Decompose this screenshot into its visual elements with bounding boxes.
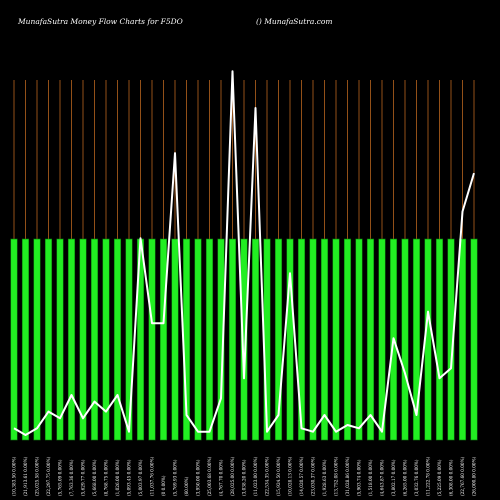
x-tick-label: (8,768.75 0.00%)	[104, 459, 109, 496]
money-flow-bar	[412, 238, 421, 441]
x-tick-label: (28,025.00 0.00%)	[230, 456, 235, 496]
x-tick-label: (22,534.35 0.00%)	[265, 456, 270, 496]
money-flow-bar	[343, 238, 352, 441]
money-flow-bar	[228, 238, 237, 441]
x-tick-label: (11,037.76 0.00%)	[150, 456, 155, 496]
x-tick-label: (15,924.50 0.00%)	[276, 456, 281, 496]
money-flow-bar	[320, 238, 329, 441]
x-tick-label: (6,265.00 0.00%)	[403, 459, 408, 496]
money-flow-line-path	[13, 70, 475, 436]
money-flow-bar	[355, 238, 363, 441]
money-flow-bar	[44, 238, 53, 441]
money-flow-bar	[102, 238, 110, 441]
money-flow-bar	[194, 238, 202, 441]
money-flow-bar	[113, 238, 122, 441]
x-tick-label: (25,003.68 0.00%)	[207, 456, 212, 496]
money-flow-bar	[309, 238, 317, 441]
x-tick-label: (6,308.00 0.00%)	[449, 459, 454, 496]
money-flow-bar	[90, 238, 99, 441]
x-tick-label: (23,030.37 0.00%)	[311, 456, 316, 496]
x-tick-label: (3,802.17 0.00%)	[391, 459, 396, 496]
x-tick-label: (1,026.00 0.00%)	[115, 459, 120, 496]
money-flow-bar	[401, 238, 409, 441]
x-tick-label: (5,093.45 0.00%)	[127, 459, 132, 496]
money-flow-bar	[470, 238, 478, 441]
x-tick-label: (26,000.80 0.00%)	[472, 456, 477, 496]
x-tick-label: (3,032.76 0.00%)	[414, 459, 419, 496]
money-flow-bar	[148, 238, 156, 441]
money-flow-bar	[297, 238, 306, 441]
money-flow-bar	[217, 238, 225, 441]
x-tick-label: (1,928.63 0.00%)	[322, 459, 327, 496]
money-flow-bar	[67, 238, 76, 441]
money-flow-bar	[171, 238, 179, 441]
money-flow-bar	[79, 238, 87, 441]
money-flow-bar	[205, 238, 214, 441]
money-flow-bar	[447, 238, 455, 441]
x-tick-label: (10,028.13 0.00%)	[288, 456, 293, 496]
money-flow-bars	[10, 238, 478, 441]
x-tick-label: (22,297.75 0.00%)	[46, 456, 51, 496]
x-tick-label: (7,763.36 0.00%)	[69, 459, 74, 496]
money-flow-bar	[458, 238, 467, 441]
x-tick-label: (25,025.58 0.00%)	[35, 456, 40, 496]
x-tick-label: (5,769.93 0.00%)	[173, 459, 178, 496]
money-flow-bar	[378, 238, 386, 441]
x-tick-label: (0 0.00%)	[161, 475, 166, 496]
x-tick-label: (5,225.09 0.00%)	[437, 459, 442, 496]
money-flow-bar	[366, 238, 375, 441]
x-tick-label: (22,767.60 0.00%)	[460, 456, 465, 496]
x-tick-label: (5,765.09 0.00%)	[58, 459, 63, 496]
money-flow-line	[13, 70, 475, 436]
x-tick-label: (4,767.70 0.00%)	[219, 459, 224, 496]
money-flow-bar	[33, 238, 41, 441]
vertical-grid-lines	[13, 80, 475, 239]
money-flow-bar	[286, 238, 294, 441]
money-flow-bar	[332, 238, 340, 441]
x-tick-label: (14,020.57 0.00%)	[299, 456, 304, 496]
money-flow-bar	[10, 238, 18, 441]
money-flow-bar	[251, 238, 260, 441]
x-tick-label: (5,903.74 0.00%)	[357, 459, 362, 496]
money-flow-bar	[159, 238, 168, 441]
chart-title: MunafaSutra Money Flow Charts for F5DO	[17, 17, 183, 26]
x-tick-label: (5,668.00 0.00%)	[92, 459, 97, 496]
money-flow-bar	[21, 238, 30, 441]
x-tick-label: (1,518.00 0.00%)	[368, 459, 373, 496]
money-flow-bar	[274, 238, 283, 441]
money-flow-bar	[56, 238, 64, 441]
watermark-text: () MunafaSutra.com	[256, 17, 333, 26]
money-flow-bar	[435, 238, 444, 441]
x-tick-label: (4,643.87 0.00%)	[380, 459, 385, 496]
x-tick-label: (5,003.97 0.00%)	[138, 459, 143, 496]
x-tick-label: (11,023.00 0.00%)	[253, 456, 258, 496]
x-tick-label: (11,222.78 0.00%)	[426, 456, 431, 496]
x-tick-label: (60.00%)	[184, 476, 189, 496]
money-flow-bar	[240, 238, 248, 441]
x-tick-label: (13,752.08 0.00%)	[334, 456, 339, 496]
x-tick-label: (3,038.20 0.00%)	[242, 459, 247, 496]
x-tick-label: (3,950.00 0.00%)	[196, 459, 201, 496]
x-tick-label: (21,913.61 0.00%)	[23, 456, 28, 496]
x-axis-tick-labels: (10,383.50 0.00%) (21,913.61 0.00%) (25,02…	[12, 456, 477, 496]
money-flow-bar	[125, 238, 133, 441]
x-tick-label: (5,629.77 0.00%)	[81, 459, 86, 496]
x-tick-label: (10,383.50 0.00%)	[12, 456, 17, 496]
x-tick-label: (31,028.86 0.00%)	[345, 456, 350, 496]
